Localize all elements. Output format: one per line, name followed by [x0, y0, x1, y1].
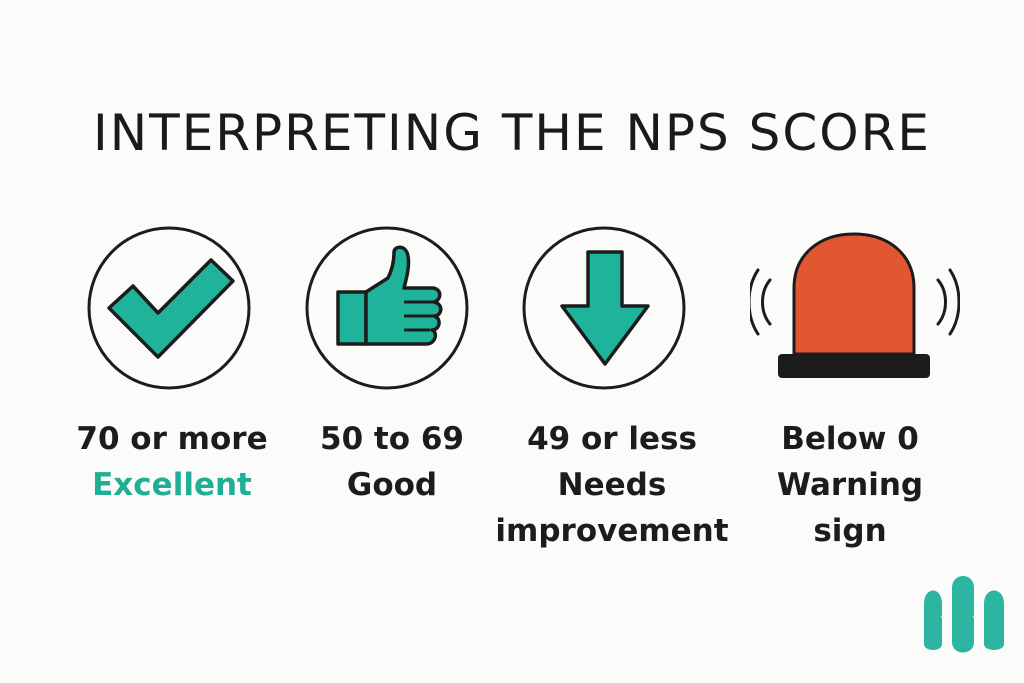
- category-good: 50 to 69 Good: [272, 416, 512, 508]
- category-label-line1: Warning: [776, 467, 924, 503]
- alarm-siren-icon: [750, 232, 960, 378]
- range-label: 50 to 69: [320, 421, 464, 457]
- category-excellent: 70 or more Excellent: [52, 416, 292, 508]
- checkmark-icon: [87, 226, 251, 390]
- range-label: 70 or more: [76, 421, 268, 457]
- category-label-line2: improvement: [495, 513, 729, 549]
- brand-logo-icon: [924, 576, 1004, 653]
- category-label: Good: [346, 467, 438, 503]
- category-needs-improvement: 49 or less Needs improvement: [492, 416, 732, 554]
- down-arrow-icon: [522, 226, 686, 390]
- category-label-line2: sign: [813, 513, 887, 549]
- page-title: INTERPRETING THE NPS SCORE: [93, 104, 931, 162]
- category-label: Excellent: [92, 467, 252, 503]
- category-label-line1: Needs: [557, 467, 667, 503]
- range-label: 49 or less: [527, 421, 697, 457]
- category-warning: Below 0 Warning sign: [730, 416, 970, 554]
- thumbs-up-icon: [305, 226, 469, 390]
- range-label: Below 0: [781, 421, 919, 457]
